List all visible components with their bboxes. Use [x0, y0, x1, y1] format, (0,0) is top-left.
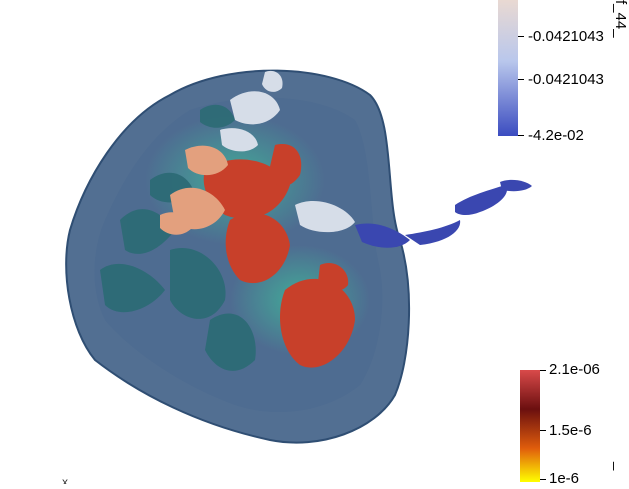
teal-structure [100, 104, 256, 371]
axes-label: x [62, 475, 68, 484]
blue-tail [355, 179, 532, 248]
white-structure [220, 70, 355, 233]
colorbar-bottom-label: 1.5e-6 [549, 422, 592, 439]
colorbar-bottom-title: _ [612, 462, 629, 471]
salmon-structure [160, 145, 228, 235]
red-structure [203, 144, 355, 368]
colorbar-bottom-label: 1e-6 [549, 470, 580, 487]
colorbar-top-gradient [498, 0, 518, 136]
colorbar-top-title: f_44_ [612, 0, 629, 38]
colorbar-bottom-gradient [520, 370, 540, 482]
colorbar-top-label: -0.0421043 [528, 71, 604, 88]
colorbar-bottom-label: 2.1e-06 [549, 361, 600, 378]
colorbar-top-label: -4.2e-02 [528, 127, 584, 144]
colorbar-top-label: -0.0421043 [528, 28, 604, 45]
